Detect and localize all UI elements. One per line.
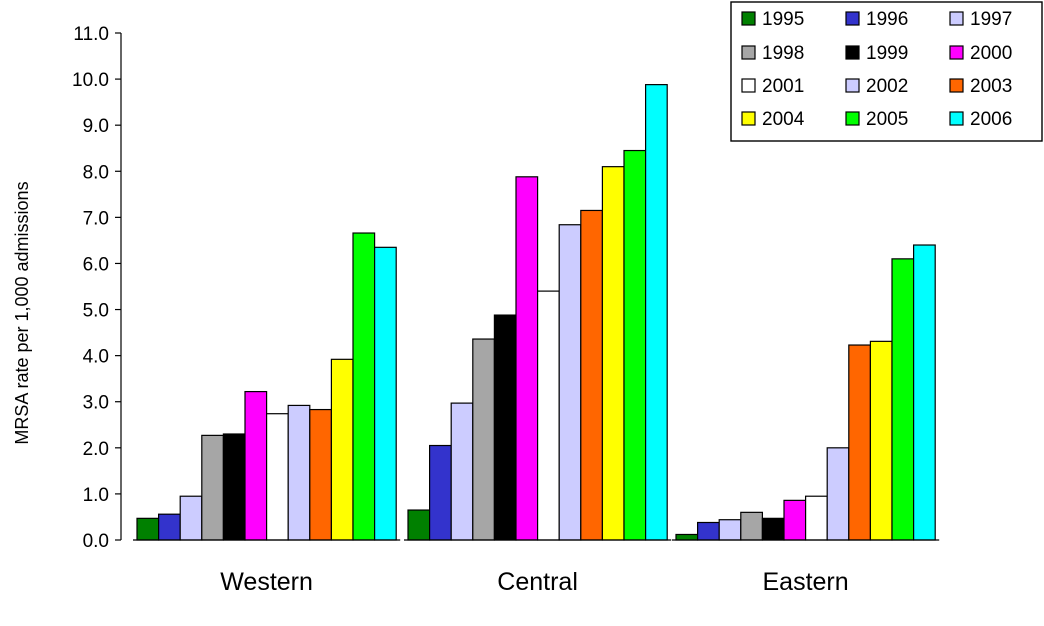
bar-eastern-1996 [696,521,720,541]
bar-central-2002 [558,224,582,541]
bar-eastern-1997 [718,519,742,541]
legend-box [730,1,1043,142]
y-tick-label: 2.0 [83,439,109,460]
legend-label-2006: 2006 [970,109,1012,130]
y-axis: 0.0 1.0 2.0 3.0 4.0 5.0 6.0 7.0 8.0 9.0 10.0 11.0 [72,24,122,552]
bar-western-2004 [330,358,354,541]
legend-label-1999: 1999 [866,43,908,64]
bar-central-2006 [644,84,668,541]
legend-label-1996: 1996 [866,9,908,30]
legend-swatch-2005 [845,111,860,126]
bar-eastern-1998 [740,511,763,541]
y-tick-label: 11.0 [73,24,109,45]
bar-eastern-1995 [675,533,699,541]
legend-label-1997: 1997 [970,9,1012,30]
bar-western-2005 [352,232,376,541]
category-label-eastern: Eastern [763,568,849,596]
bar-eastern-2002 [826,447,850,541]
legend-label-1998: 1998 [762,43,804,64]
bar-central-1999 [493,314,517,541]
bar-central-1997 [450,402,474,541]
category-label-western: Western [220,568,313,596]
bar-western-2003 [309,408,332,541]
legend-label-2000: 2000 [970,43,1012,64]
y-tick-label: 1.0 [83,485,109,506]
bar-western-1998 [201,434,225,541]
category-labels: Western Central Eastern [220,568,848,596]
y-axis-title: MRSA rate per 1,000 admissions [12,181,32,444]
bar-central-1998 [472,338,495,541]
y-tick-label: 3.0 [83,393,109,414]
y-tick-label: 8.0 [83,162,109,183]
y-tick-label: 5.0 [83,301,109,322]
bar-central-1996 [429,444,452,541]
bar-eastern-2001 [804,495,828,541]
bar-western-2006 [374,246,397,541]
bar-western-2000 [244,390,268,541]
bar-western-1995 [136,517,160,541]
legend-swatch-1996 [845,11,860,26]
y-tick-label: 4.0 [83,347,109,368]
bar-western-2001 [266,413,289,541]
bar-western-1997 [179,495,203,541]
legend-swatch-2004 [741,111,756,126]
bar-central-2005 [623,149,647,541]
bar-western-1996 [158,513,181,541]
legend-swatch-1997 [949,11,964,26]
legend-swatch-2000 [949,45,964,60]
y-tick-label: 6.0 [83,254,109,275]
bar-eastern-2006 [912,244,936,541]
bar-eastern-2004 [869,340,893,541]
bar-eastern-2005 [891,258,915,541]
legend-swatch-2003 [949,78,964,93]
legend-label-2003: 2003 [970,76,1012,97]
y-tick-label: 7.0 [83,208,109,229]
legend-swatch-1995 [741,11,756,26]
bar-central-2000 [515,176,539,541]
legend-swatch-2006 [949,111,964,126]
legend-swatch-1998 [741,45,756,60]
bar-central-2003 [580,209,603,541]
legend: 1995 1996 1997 1998 1999 2000 2001 2002 2003 2004… [730,1,1043,142]
bar-western-2002 [287,404,311,541]
legend-swatch-1999 [845,45,860,60]
bar-western-1999 [222,433,246,541]
legend-swatch-2001 [741,78,756,93]
y-tick-label: 0.0 [83,531,109,552]
bar-eastern-2003 [848,344,871,541]
y-tick-label: 10.0 [72,70,109,91]
bar-central-2004 [601,166,625,541]
bar-central-2001 [536,290,560,541]
y-tick-label: 9.0 [83,116,109,137]
category-label-central: Central [497,568,578,596]
legend-label-2004: 2004 [762,109,805,130]
legend-label-2005: 2005 [866,109,908,130]
bar-eastern-2000 [783,499,807,541]
bar-central-1995 [407,509,431,541]
legend-label-2002: 2002 [866,76,908,97]
bars-group [136,84,936,541]
legend-swatch-2002 [845,78,860,93]
legend-label-1995: 1995 [762,9,804,30]
bar-eastern-1999 [761,517,785,541]
legend-label-2001: 2001 [762,76,804,97]
